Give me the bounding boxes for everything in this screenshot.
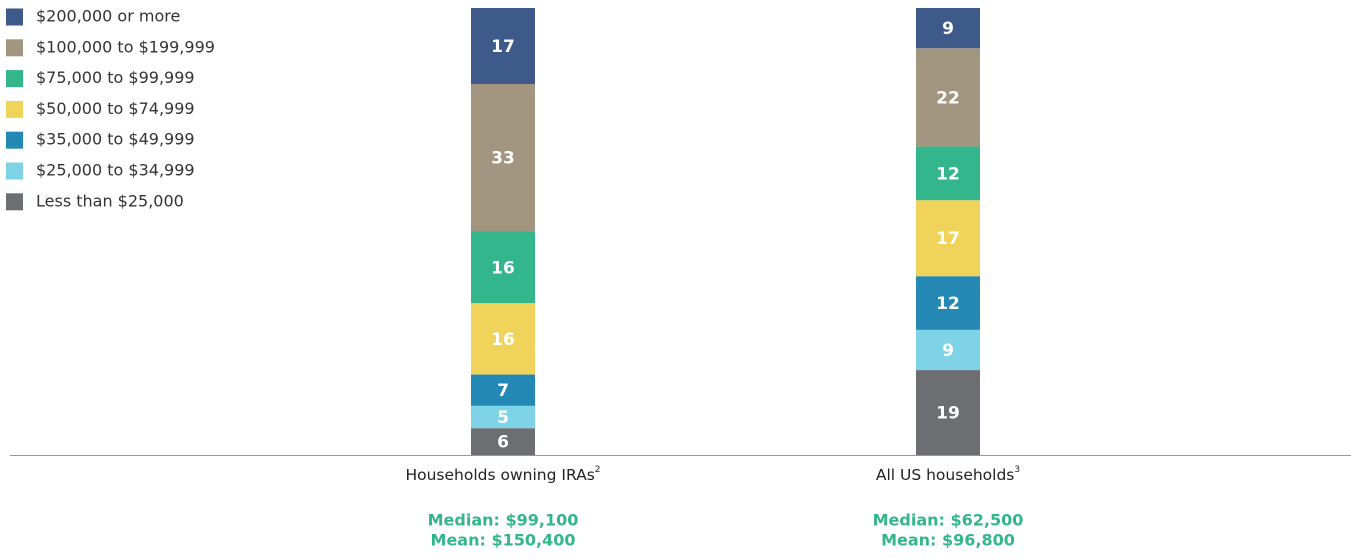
bar-segment <box>471 405 535 429</box>
segment-label: 9 <box>942 341 954 361</box>
legend-swatch <box>6 100 23 118</box>
bar-segment <box>471 83 535 232</box>
legend-swatch <box>6 70 23 88</box>
legend-label: Less than $25,000 <box>36 191 184 210</box>
category-name: Households owning IRAs <box>405 466 594 484</box>
legend-swatch <box>6 8 23 26</box>
legend-label: $100,000 to $199,999 <box>36 37 215 56</box>
bar-segment <box>471 303 535 375</box>
segment-label: 12 <box>936 294 960 314</box>
segment-label: 6 <box>497 433 509 453</box>
legend-swatch <box>6 131 23 149</box>
bar-segment <box>916 329 980 371</box>
footnote-mark: 2 <box>595 465 601 475</box>
segment-label: 16 <box>491 330 515 350</box>
segment-label: 16 <box>491 258 515 278</box>
bar-segment <box>471 8 535 84</box>
stat-label: Mean: $150,400 <box>431 531 576 550</box>
stat-label: Median: $99,100 <box>428 511 579 530</box>
segment-label: 7 <box>497 381 509 401</box>
legend-swatch <box>6 162 23 180</box>
category-label: All US households3 <box>876 465 1020 484</box>
segment-label: 22 <box>936 88 960 108</box>
category-label: Households owning IRAs2 <box>405 465 600 484</box>
legend-label: $200,000 or more <box>36 7 180 26</box>
bar-segment <box>471 231 535 304</box>
stat-label: Mean: $96,800 <box>881 531 1015 550</box>
legend-label: $35,000 to $49,999 <box>36 130 195 149</box>
footnote-mark: 3 <box>1014 465 1020 475</box>
segment-label: 17 <box>491 37 515 57</box>
bar-segment <box>916 276 980 330</box>
bar-segment <box>471 374 535 406</box>
bar-segment <box>916 200 980 277</box>
stat-label: Median: $62,500 <box>873 511 1024 530</box>
bar-segment <box>916 8 980 49</box>
legend-swatch <box>6 193 23 211</box>
legend-label: $50,000 to $74,999 <box>36 99 195 118</box>
legend-swatch <box>6 39 23 57</box>
segment-label: 19 <box>936 404 960 424</box>
segment-label: 12 <box>936 164 960 184</box>
bar-segment <box>916 146 980 201</box>
bar-segment <box>916 370 980 455</box>
legend-label: $25,000 to $34,999 <box>36 161 195 180</box>
category-name: All US households <box>876 466 1015 484</box>
legend-label: $75,000 to $99,999 <box>36 68 195 87</box>
segment-label: 33 <box>491 149 515 169</box>
segment-label: 9 <box>942 19 954 39</box>
segment-label: 17 <box>936 229 960 249</box>
bar-segment <box>916 48 980 147</box>
bar-segment <box>471 428 535 455</box>
segment-label: 5 <box>497 408 509 428</box>
